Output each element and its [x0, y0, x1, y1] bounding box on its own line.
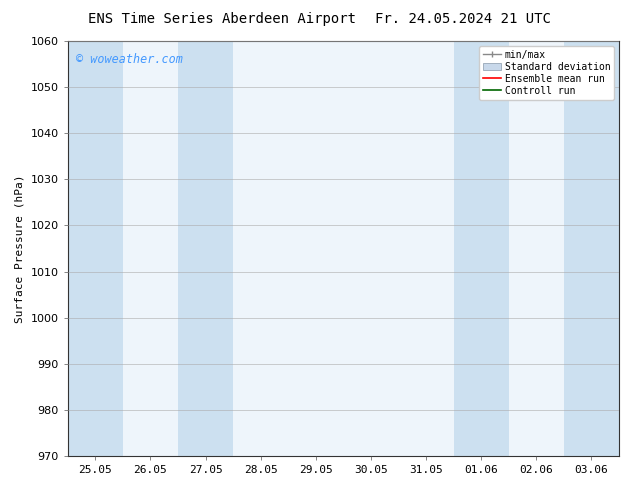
- Bar: [564, 41, 619, 456]
- Bar: [453, 41, 508, 456]
- Y-axis label: Surface Pressure (hPa): Surface Pressure (hPa): [15, 174, 25, 323]
- Text: © woweather.com: © woweather.com: [76, 53, 183, 67]
- Text: Fr. 24.05.2024 21 UTC: Fr. 24.05.2024 21 UTC: [375, 12, 551, 26]
- Bar: [178, 41, 233, 456]
- Text: ENS Time Series Aberdeen Airport: ENS Time Series Aberdeen Airport: [88, 12, 356, 26]
- Bar: [68, 41, 123, 456]
- Legend: min/max, Standard deviation, Ensemble mean run, Controll run: min/max, Standard deviation, Ensemble me…: [479, 46, 614, 99]
